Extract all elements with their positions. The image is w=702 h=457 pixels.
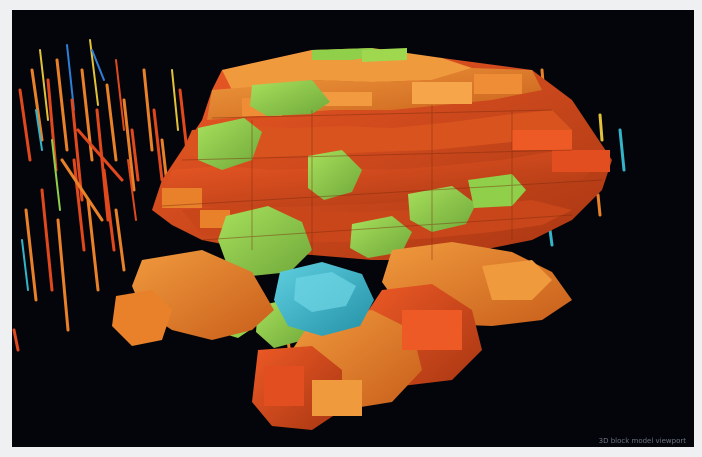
block-model-canvas — [12, 39, 626, 430]
cyan-zone — [274, 262, 374, 336]
voxel-edges — [161, 105, 603, 260]
green-zones — [198, 80, 526, 348]
drill-holes-left — [12, 39, 190, 352]
3d-viewport[interactable]: 3D block model viewport — [12, 10, 694, 447]
viewport-caption: 3D block model viewport — [598, 437, 686, 445]
lower-lobes — [112, 242, 572, 430]
